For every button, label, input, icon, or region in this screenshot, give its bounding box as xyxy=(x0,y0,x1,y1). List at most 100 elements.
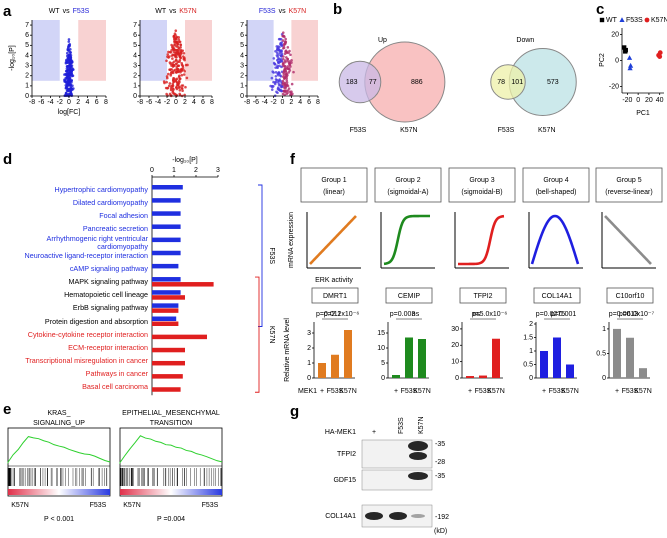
y-tick-label: 4 xyxy=(25,52,29,59)
point-cloud-texture xyxy=(171,53,175,56)
point-cloud-texture xyxy=(173,92,176,95)
point-cloud-texture xyxy=(174,58,178,62)
group-subtitle: (sigmoidal-A) xyxy=(387,189,428,196)
model-curve xyxy=(530,214,580,265)
point-cloud-texture xyxy=(281,57,285,61)
point-cloud-texture xyxy=(286,59,289,63)
y-tick-label: 2 xyxy=(307,345,311,352)
plot-title: WT vs F53S xyxy=(49,8,90,15)
point-cloud-texture xyxy=(283,59,287,62)
y-tick-label: 4 xyxy=(240,52,244,59)
p-label: p=2.2x10⁻⁶ xyxy=(324,311,360,318)
y-tick-label: 1 xyxy=(602,326,606,333)
title-part: WT xyxy=(49,8,61,15)
y-tick-label: 20 xyxy=(451,342,459,349)
point-cloud-texture xyxy=(179,54,182,58)
group-bracket xyxy=(255,276,260,393)
point-cloud-texture xyxy=(172,35,176,39)
point-cloud-texture xyxy=(172,48,176,51)
x-tick-label: 6 xyxy=(307,99,311,106)
point-cloud-texture xyxy=(65,51,69,55)
point-cloud-texture xyxy=(284,37,287,41)
point-cloud-texture xyxy=(270,76,274,80)
point-cloud-texture xyxy=(66,88,70,92)
gene-name: DMRT1 xyxy=(323,293,347,300)
group-box xyxy=(522,167,590,203)
category-label: Basal cell carcinoma xyxy=(82,382,148,392)
shade-right xyxy=(78,20,106,81)
point-cloud-texture xyxy=(180,73,184,77)
y-tick-label: 0 xyxy=(529,375,533,382)
point-cloud-texture xyxy=(283,52,287,56)
y-tick-label: 10 xyxy=(451,358,459,365)
y-tick-label: 7 xyxy=(133,22,137,29)
group-bracket xyxy=(258,184,263,327)
x-axis-label: log[FC] xyxy=(58,109,81,116)
bar xyxy=(553,337,561,378)
point-cloud-texture xyxy=(72,87,75,90)
condition-label: F53S xyxy=(475,388,492,395)
condition-title: MEK1 xyxy=(298,388,317,395)
band xyxy=(408,441,428,451)
bar xyxy=(152,224,181,229)
y-tick-label: 2 xyxy=(133,73,137,80)
condition-label: K57N xyxy=(634,388,652,395)
shade-left xyxy=(140,20,167,81)
count: 77 xyxy=(369,79,377,86)
point-cloud-texture xyxy=(175,80,178,83)
point-cloud-texture xyxy=(68,93,71,96)
bar xyxy=(152,334,207,340)
point-cloud-texture xyxy=(177,53,180,56)
point-cloud-texture xyxy=(170,68,174,71)
band xyxy=(409,452,427,460)
count: 183 xyxy=(346,79,358,86)
y-tick-label: 5 xyxy=(240,42,244,49)
point-cloud-texture xyxy=(277,83,281,86)
bar xyxy=(344,330,352,378)
bar xyxy=(466,376,474,378)
point-cloud-texture xyxy=(285,79,289,82)
x-tick-label: 0 xyxy=(636,97,640,104)
y-axis-label: -log₁₀[P] xyxy=(9,45,16,71)
point-cloud-texture xyxy=(272,80,275,84)
point-cloud-texture xyxy=(283,84,287,87)
category-label: ErbB signaling pathway xyxy=(72,303,148,313)
shade-right xyxy=(185,20,212,81)
point-cloud-texture xyxy=(177,47,180,51)
gene-name: TFPI2 xyxy=(473,293,492,300)
x-axis-label: PC1 xyxy=(636,110,650,117)
x-tick-label: 2 xyxy=(194,167,198,174)
shade-left xyxy=(247,20,274,81)
group-subtitle: (reverse-linear) xyxy=(605,189,652,196)
point-cloud-texture xyxy=(275,78,279,82)
gene-name: CEMIP xyxy=(398,293,421,300)
y-tick-label: 20 xyxy=(611,31,619,38)
point-cloud-texture xyxy=(64,84,68,87)
x-tick-label: 2 xyxy=(183,99,187,106)
group-box xyxy=(300,167,368,203)
point-cloud-texture xyxy=(284,40,288,44)
panel-label: c xyxy=(596,1,604,18)
point-cloud-texture xyxy=(285,76,289,80)
bar xyxy=(152,303,179,308)
condition-label: F53S xyxy=(622,388,639,395)
bar xyxy=(152,250,181,256)
x-tick-label: 2 xyxy=(289,99,293,106)
point-cloud-texture xyxy=(289,53,292,57)
y-tick-label: 1 xyxy=(529,348,533,355)
plot-title: KRAS_ xyxy=(48,410,71,417)
point-cloud-texture xyxy=(276,66,279,70)
group-label: K57N xyxy=(268,326,275,344)
band xyxy=(365,512,383,520)
point-cloud-texture xyxy=(279,42,283,45)
point-cloud-texture xyxy=(270,84,274,88)
marker xyxy=(626,55,633,60)
point-cloud-texture xyxy=(177,86,181,90)
bar xyxy=(318,363,326,378)
band xyxy=(408,472,428,480)
y-tick-label: 1 xyxy=(25,83,29,90)
y-tick-label: 0 xyxy=(133,93,137,100)
category-label: MAPK signaling pathway xyxy=(68,277,148,287)
bar xyxy=(152,237,181,243)
x-tick-label: 0 xyxy=(174,99,178,106)
